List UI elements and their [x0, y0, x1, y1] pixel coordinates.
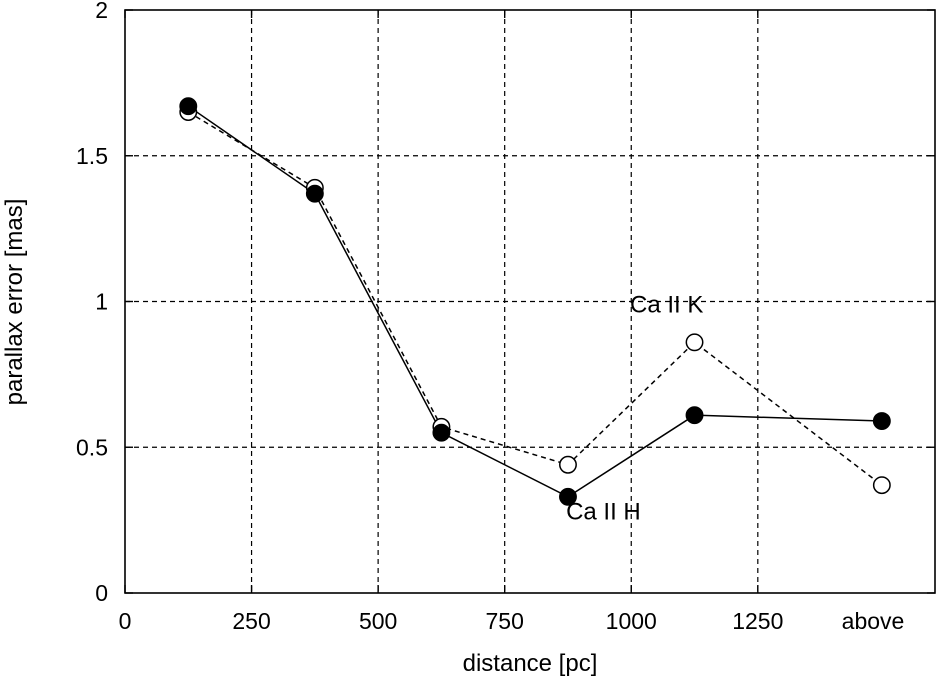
- grid-lines: [125, 10, 935, 593]
- y-tick-label: 1.5: [76, 143, 108, 169]
- series-lines: [187, 105, 883, 498]
- data-point-ca-ii-k: [872, 476, 891, 495]
- y-tick-label: 0.5: [76, 434, 108, 460]
- series-points: [179, 97, 891, 506]
- tick-marks: [124, 9, 935, 594]
- x-tick-labels: 0 250 500 750 1000 1250 above: [119, 608, 905, 634]
- data-point-ca-ii-k: [559, 455, 577, 474]
- x-tick-label: 0: [119, 608, 132, 634]
- x-tick-label: 750: [486, 608, 524, 634]
- data-point-ca-ii-k: [685, 333, 704, 352]
- data-point-ca-ii-h: [432, 423, 451, 442]
- data-point-ca-ii-h: [685, 406, 704, 425]
- annotations: Ca II K Ca II H: [566, 291, 703, 525]
- series-line-ca-ii-h: [187, 105, 882, 498]
- y-tick-label: 0: [95, 580, 108, 606]
- x-tick-label: 1250: [732, 608, 783, 634]
- x-tick-label: 500: [359, 608, 397, 634]
- y-tick-labels: 0 0.5 1 1.5 2: [76, 0, 108, 606]
- data-point-ca-ii-h: [305, 184, 324, 203]
- x-tick-label: above: [842, 608, 905, 634]
- annotation-label: Ca II K: [630, 291, 703, 318]
- data-point-ca-ii-h: [559, 487, 577, 506]
- y-tick-label: 1: [95, 289, 108, 315]
- y-tick-label: 2: [95, 0, 108, 23]
- data-point-ca-ii-h: [179, 97, 198, 116]
- x-tick-label: 1000: [606, 608, 657, 634]
- x-axis-label: distance [pc]: [463, 650, 598, 677]
- annotation-label: Ca II H: [566, 498, 641, 525]
- y-axis-label: parallax error [mas]: [1, 199, 28, 406]
- x-tick-label: 250: [232, 608, 270, 634]
- series-line-ca-ii-k: [187, 111, 883, 486]
- data-point-ca-ii-h: [872, 412, 891, 430]
